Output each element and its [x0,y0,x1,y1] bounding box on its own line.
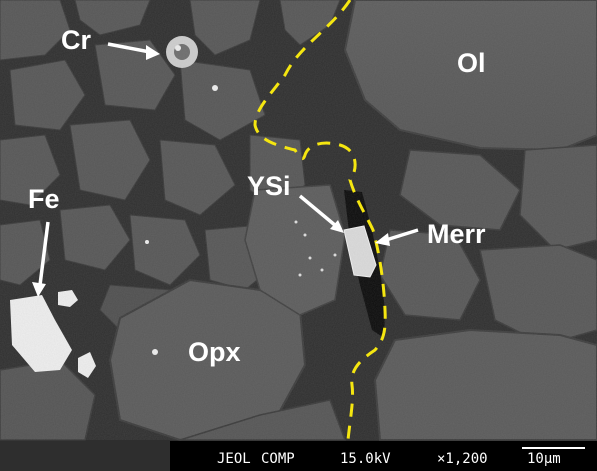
info-bar [170,441,597,471]
label-merr: Merr [427,219,486,249]
fe-arrow-head [32,282,46,297]
info-bar-mode: COMP [261,451,295,467]
ysi-arrow-head [330,220,344,233]
annotation-arrows [32,42,419,297]
info-bar-make: JEOL [217,451,251,467]
ysi-arrow-shaft [298,194,338,228]
fe-arrow-shaft [38,221,50,286]
info-bar-scale: 10µm [527,451,561,467]
label-cr: Cr [61,25,91,55]
label-ol: Ol [457,48,486,78]
cr-arrow-shaft [107,42,151,54]
info-bar-voltage: 15.0kV [340,451,391,467]
merr-arrow-shaft [385,228,419,242]
cr-arrow-head [146,45,160,60]
label-fe: Fe [28,184,60,214]
merr-arrow-head [375,233,390,246]
texture-overlay [0,0,597,440]
label-ysi: YSi [247,171,291,201]
label-opx: Opx [188,337,241,367]
phase-boundary-line [253,0,387,441]
info-bar-magnification: ×1,200 [437,451,488,467]
